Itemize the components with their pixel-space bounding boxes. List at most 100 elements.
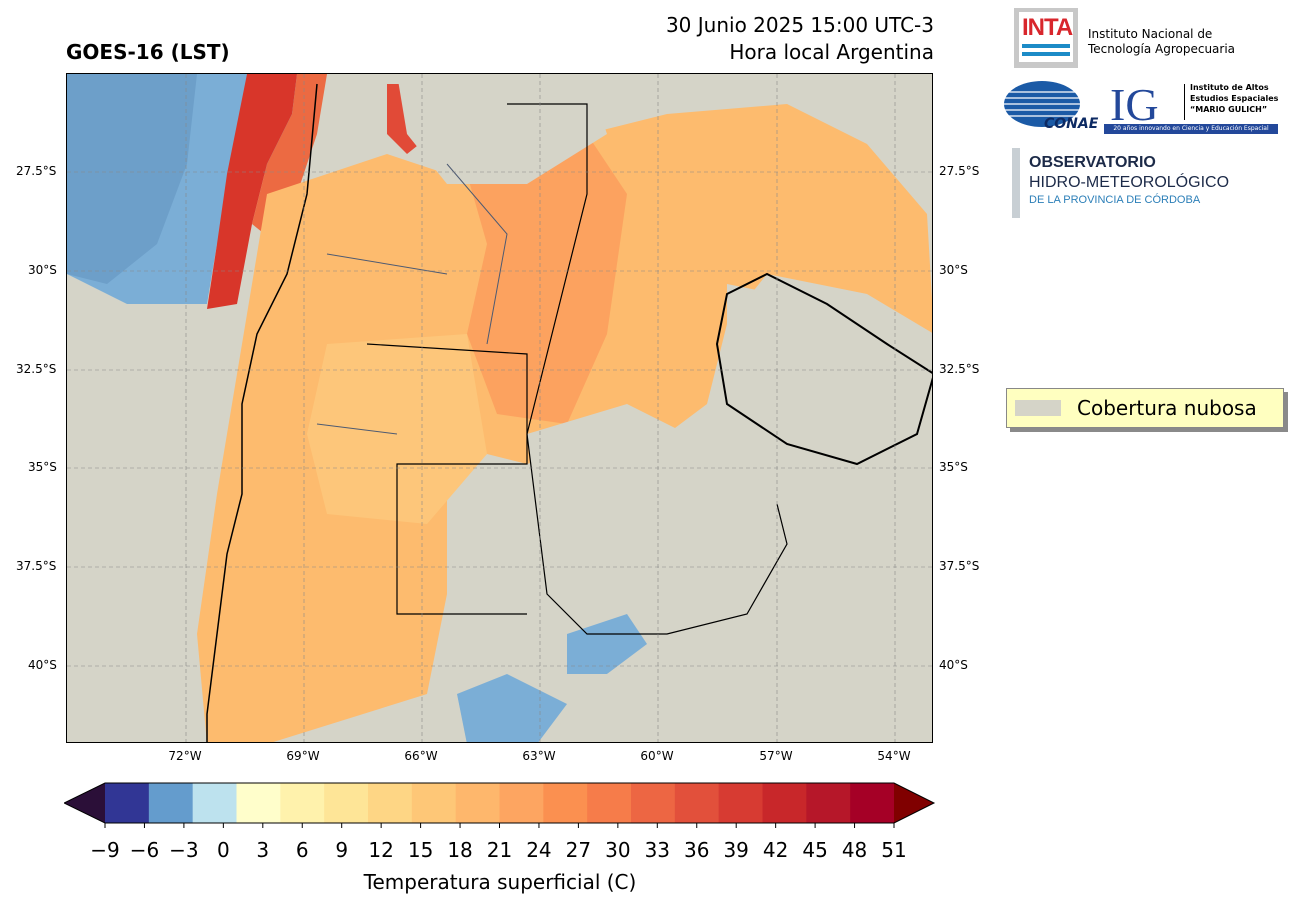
ig-logo: IG Instituto de Altos Estudios Espaciale…	[1104, 78, 1278, 136]
graticule	[67, 74, 932, 742]
date-line: 30 Junio 2025 15:00 UTC-3	[665, 13, 934, 37]
timestamp-block: 30 Junio 2025 15:00 UTC-3 Hora local Arg…	[560, 12, 934, 66]
colorbar-cell	[324, 783, 369, 823]
colorbar-tick-label: 27	[565, 838, 592, 862]
map-title: GOES-16 (LST)	[66, 40, 230, 64]
lon-tick: 63°W	[522, 749, 556, 763]
colorbar-title: Temperatura superficial (C)	[363, 870, 637, 894]
colorbar-tick-label: 15	[407, 838, 434, 862]
lon-tick: 60°W	[640, 749, 674, 763]
colorbar-cell	[455, 783, 500, 823]
cloud-region-north	[397, 74, 607, 184]
colorbar-cell	[280, 783, 325, 823]
lat-tick-right: 40°S	[939, 658, 968, 672]
inta-logo-mark: INTA	[1022, 14, 1073, 41]
conae-globe-icon	[1004, 81, 1080, 127]
inta-name: Instituto Nacional de Tecnología Agropec…	[1088, 27, 1236, 56]
cool-patch-south	[457, 674, 567, 742]
border-provinces-interior	[316, 163, 508, 435]
colorbar-tick-label: 18	[447, 838, 473, 862]
colorbar-under-arrow	[64, 783, 105, 823]
border-uruguay	[715, 272, 932, 466]
cloud-region-uruguay	[727, 284, 932, 464]
colorbar-cell	[499, 783, 544, 823]
lat-tick-right: 30°S	[939, 263, 968, 277]
ig-name: Instituto de Altos Estudios Espaciales “…	[1190, 83, 1279, 114]
colorbar-tick-label: 42	[762, 838, 789, 862]
lon-tick: 57°W	[759, 749, 793, 763]
colorbar-tick-label: 30	[605, 838, 631, 862]
colorbar-over-arrow	[894, 783, 934, 823]
inta-logo: INTA	[1014, 8, 1078, 68]
colorbar-cell	[236, 783, 281, 823]
temperature-map[interactable]	[66, 73, 933, 743]
observatorio-logo: OBSERVATORIO HIDRO-METEOROLÓGICO DE LA P…	[1029, 154, 1230, 206]
lat-tick-left: 27.5°S	[16, 164, 57, 178]
colorbar-tick-label: 21	[486, 838, 513, 862]
border-provinces-east	[507, 103, 788, 635]
lat-tick-left: 32.5°S	[16, 362, 57, 376]
local-time-line: Hora local Argentina	[729, 40, 934, 64]
colorbar-cell	[411, 783, 457, 823]
conae-logo-mark: CONAE	[1044, 116, 1099, 132]
colorbar-cell	[105, 783, 150, 823]
colorbar-tick-label: 6	[295, 838, 309, 862]
cloud-region-buenos-aires	[527, 404, 787, 634]
mild-surface-region	[307, 334, 487, 524]
lon-tick: 66°W	[404, 749, 438, 763]
colorbar-tick-label: 12	[368, 838, 394, 862]
lat-tick-left: 37.5°S	[16, 559, 57, 573]
conae-logo: CONAE	[1004, 80, 1098, 132]
colorbar-tick-label: 45	[802, 838, 828, 862]
border-andes	[206, 83, 318, 742]
observatorio-bar	[1012, 148, 1020, 218]
colorbar-cell	[762, 783, 807, 823]
lat-tick-left: 35°S	[28, 460, 57, 474]
warmer-surface-region-center	[467, 134, 627, 424]
colorbar-tick-label: 0	[216, 838, 230, 862]
colorbar-cells	[105, 783, 895, 823]
colorbar-cell	[631, 783, 676, 823]
legend-label: Cobertura nubosa	[1077, 396, 1257, 420]
colorbar-cell	[148, 783, 194, 823]
colorbar-cell	[543, 783, 588, 823]
colorbar-tick-label: 24	[526, 838, 552, 862]
colorbar-tick-label: 9	[335, 838, 349, 862]
cool-patch-coast	[567, 614, 647, 674]
colorbar	[64, 782, 936, 828]
cool-surface-region-far-west	[67, 74, 197, 284]
lon-tick: 72°W	[168, 749, 202, 763]
ig-logo-mark: IG	[1110, 79, 1159, 130]
colorbar-tick-label: −9	[90, 838, 120, 862]
colorbar-tick-label: 33	[644, 838, 671, 862]
colorbar-tick-label: 39	[723, 838, 749, 862]
colorbar-cell	[718, 783, 763, 823]
lat-tick-left: 40°S	[28, 658, 57, 672]
colorbar-tick-marks	[104, 823, 895, 828]
colorbar-cell	[674, 783, 720, 823]
lat-tick-right: 32.5°S	[939, 362, 980, 376]
ocean-region-atlantic	[548, 514, 932, 742]
legend-swatch-cloud	[1015, 400, 1061, 416]
colorbar-tick-label: −6	[129, 838, 160, 862]
colorbar-tick-label: 3	[256, 838, 270, 862]
lat-tick-right: 27.5°S	[939, 164, 980, 178]
lon-tick: 69°W	[286, 749, 320, 763]
lat-tick-right: 37.5°S	[939, 559, 980, 573]
colorbar-cell	[850, 783, 895, 823]
lat-tick-left: 30°S	[28, 263, 57, 277]
colorbar-tick-label: 51	[881, 838, 907, 862]
colorbar-cell	[806, 783, 851, 823]
lat-tick-right: 35°S	[939, 460, 968, 474]
ig-banner: 20 años innovando en Ciencia y Educación…	[1104, 124, 1278, 134]
colorbar-cell	[587, 783, 632, 823]
lon-tick: 54°W	[877, 749, 911, 763]
hot-band-andes	[207, 74, 297, 309]
colorbar-tick-label: 36	[684, 838, 710, 862]
colorbar-tick-label: −3	[169, 838, 199, 862]
legend: Cobertura nubosa	[1006, 388, 1284, 428]
colorbar-tick-label: 48	[841, 838, 868, 862]
colorbar-cell	[192, 783, 237, 823]
colorbar-cell	[368, 783, 413, 823]
map-canvas	[67, 74, 932, 742]
